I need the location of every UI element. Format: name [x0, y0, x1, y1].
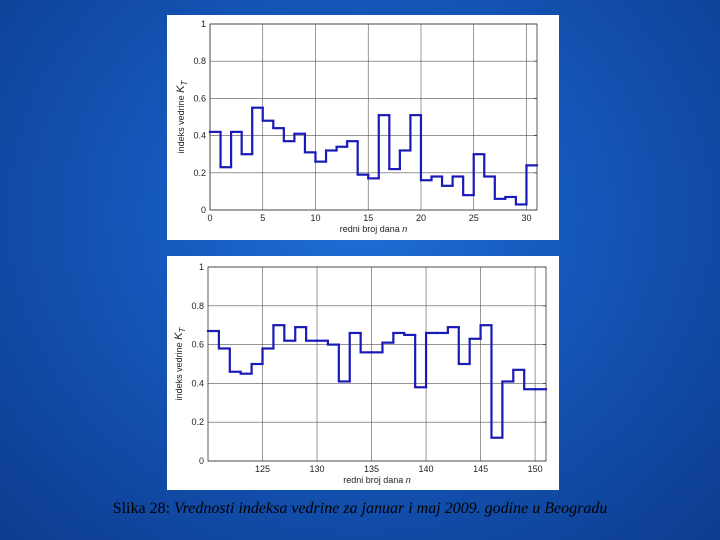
jan-ytick-label-2: 0.4 [193, 131, 206, 141]
jan-ytick-label-5: 1 [201, 19, 206, 29]
may-ylabel: indeks vedrine KT [173, 327, 187, 401]
may-xtick-label-1: 130 [310, 464, 325, 474]
chart-may-svg: 0 0.2 0.4 0.6 0.8 1 125 130 135 140 145 150 redni br… [173, 262, 548, 485]
may-xtick-label-5: 150 [528, 464, 543, 474]
may-xtick-label-2: 135 [364, 464, 379, 474]
jan-ylabel: indeks vedrine KT [175, 80, 189, 154]
caption-text: Vrednosti indeksa vedrine za januar i ma… [174, 500, 608, 517]
may-xtick-label-0: 125 [255, 464, 270, 474]
may-xlabel: redni broj dana n [343, 475, 411, 485]
may-plot-frame [207, 266, 547, 462]
may-ytick-label-5: 1 [199, 262, 204, 272]
may-ytick-label-3: 0.6 [191, 340, 204, 350]
chart-may: 0 0.2 0.4 0.6 0.8 1 125 130 135 140 145 150 redni br… [167, 256, 559, 490]
jan-xtick-label-4: 20 [416, 213, 426, 223]
may-ytick-label-4: 0.8 [191, 301, 204, 311]
figure-caption: Slika 28: Vrednosti indeksa vedrine za j… [0, 500, 720, 518]
jan-xtick-label-6: 30 [521, 213, 531, 223]
chart-january: 0 0.2 0.4 0.6 0.8 1 0 5 10 15 20 25 30 redni broj dan… [167, 15, 559, 240]
jan-ytick-label-4: 0.8 [193, 56, 206, 66]
jan-xtick-label-0: 0 [207, 213, 212, 223]
jan-xtick-label-5: 25 [469, 213, 479, 223]
jan-xlabel: redni broj dana n [340, 224, 408, 234]
may-xtick-label-4: 145 [473, 464, 488, 474]
jan-xtick-label-3: 15 [363, 213, 373, 223]
may-ytick-label-2: 0.4 [191, 378, 204, 388]
jan-xtick-label-2: 10 [310, 213, 320, 223]
caption-label: Slika 28: [112, 500, 171, 517]
may-ytick-label-1: 0.2 [191, 417, 204, 427]
jan-ytick-label-0: 0 [201, 205, 206, 215]
may-xtick-label-3: 140 [419, 464, 434, 474]
jan-xtick-label-1: 5 [260, 213, 265, 223]
may-ytick-label-0: 0 [199, 456, 204, 466]
jan-ytick-label-3: 0.6 [193, 93, 206, 103]
jan-ytick-label-1: 0.2 [193, 168, 206, 178]
jan-plot-frame [209, 23, 538, 211]
